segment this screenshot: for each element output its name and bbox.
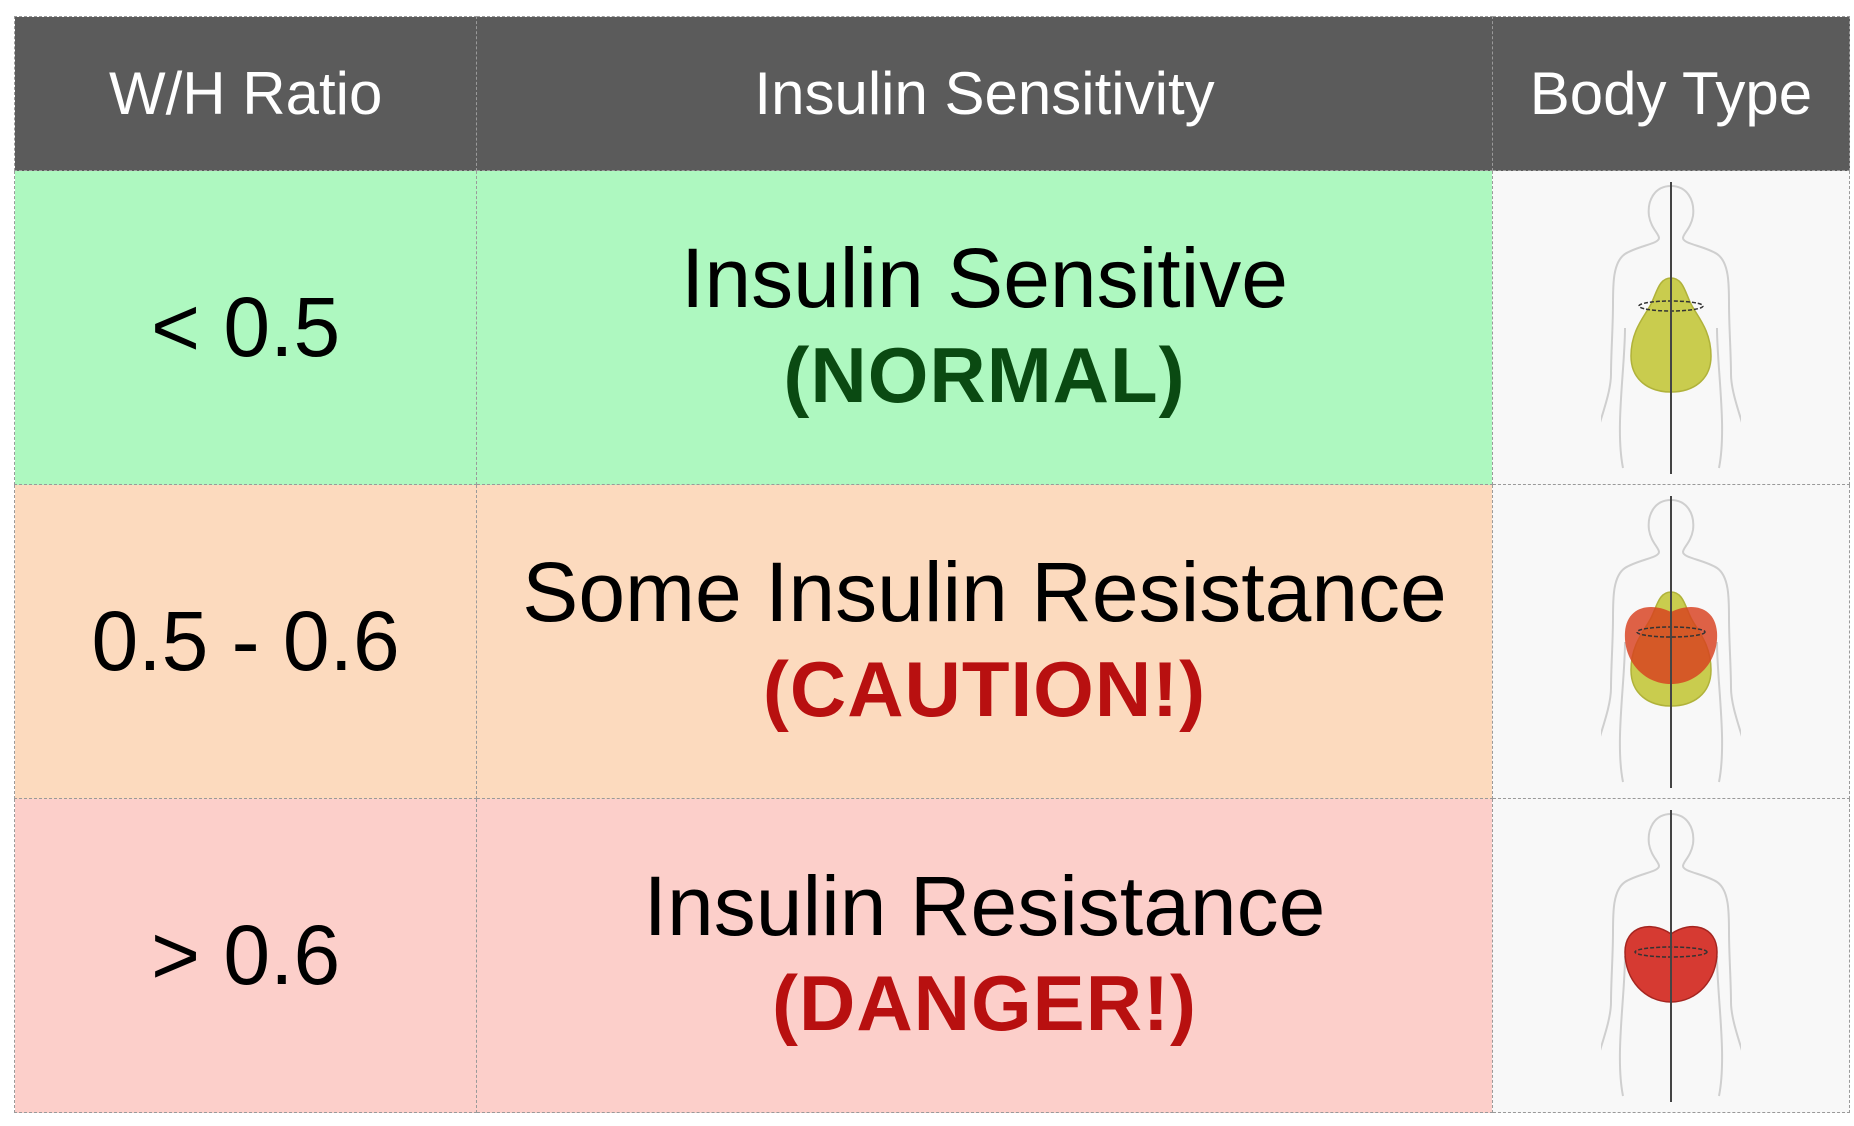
ratio-value: > 0.6 bbox=[151, 908, 341, 1002]
status-badge: (NORMAL) bbox=[783, 331, 1186, 420]
pear-apple-icon bbox=[1600, 495, 1741, 788]
body-type-cell bbox=[1491, 484, 1851, 799]
table-row: < 0.5 Insulin Sensitive (NORMAL) bbox=[13, 170, 1851, 485]
apple-icon bbox=[1600, 809, 1741, 1102]
body-type-cell bbox=[1491, 798, 1851, 1113]
sensitivity-label: Insulin Sensitive bbox=[681, 231, 1289, 326]
header-wh-ratio: W/H Ratio bbox=[13, 16, 478, 171]
header-body-type: Body Type bbox=[1491, 16, 1851, 171]
header-row: W/H Ratio Insulin Sensitivity Body Type bbox=[13, 16, 1851, 171]
sensitivity-label: Insulin Resistance bbox=[643, 859, 1326, 954]
sensitivity-cell: Insulin Resistance (DANGER!) bbox=[476, 798, 1493, 1113]
header-insulin-sensitivity: Insulin Sensitivity bbox=[476, 16, 1493, 171]
table-row: 0.5 - 0.6 Some Insulin Resistance (CAUTI… bbox=[13, 484, 1851, 799]
ratio-cell: 0.5 - 0.6 bbox=[13, 484, 478, 799]
insulin-table: W/H Ratio Insulin Sensitivity Body Type … bbox=[13, 16, 1851, 1113]
status-badge: (DANGER!) bbox=[772, 959, 1197, 1048]
body-type-cell bbox=[1491, 170, 1851, 485]
sensitivity-cell: Some Insulin Resistance (CAUTION!) bbox=[476, 484, 1493, 799]
sensitivity-label: Some Insulin Resistance bbox=[522, 545, 1447, 640]
status-badge: (CAUTION!) bbox=[762, 645, 1207, 734]
table-row: > 0.6 Insulin Resistance (DANGER!) bbox=[13, 798, 1851, 1113]
pear-icon bbox=[1600, 181, 1741, 474]
ratio-cell: < 0.5 bbox=[13, 170, 478, 485]
ratio-cell: > 0.6 bbox=[13, 798, 478, 1113]
ratio-value: 0.5 - 0.6 bbox=[91, 594, 400, 688]
ratio-value: < 0.5 bbox=[151, 280, 341, 374]
sensitivity-cell: Insulin Sensitive (NORMAL) bbox=[476, 170, 1493, 485]
